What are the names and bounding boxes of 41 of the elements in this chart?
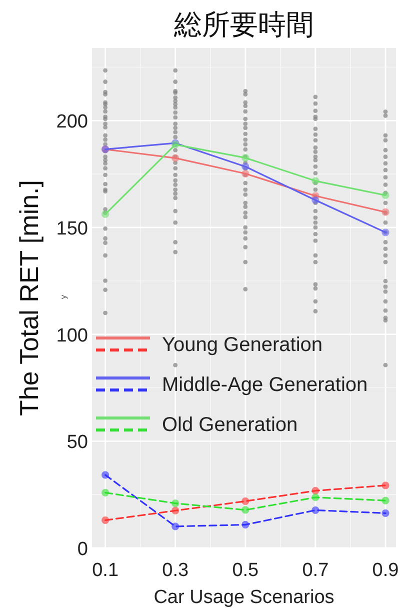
point xyxy=(242,520,250,529)
x-tick-label: 0.5 xyxy=(232,560,259,581)
point xyxy=(382,482,390,490)
point xyxy=(102,516,110,524)
point xyxy=(242,154,250,162)
point xyxy=(242,506,250,514)
x-tick-label: 0.7 xyxy=(302,560,329,581)
point xyxy=(312,196,320,204)
point xyxy=(172,154,180,162)
x-axis-title: Car Usage Scenarios xyxy=(154,587,334,608)
y-tick-label: 0 xyxy=(77,539,88,560)
point xyxy=(242,162,250,170)
point xyxy=(242,497,250,506)
point xyxy=(382,496,390,504)
y-tick-label: 200 xyxy=(56,112,88,133)
x-tick-label: 0.3 xyxy=(162,560,189,581)
point xyxy=(102,488,110,496)
point xyxy=(102,210,110,218)
y-tick-label: 50 xyxy=(66,432,88,454)
point xyxy=(382,191,390,200)
point xyxy=(312,494,320,502)
point xyxy=(172,506,180,514)
point xyxy=(312,486,320,495)
y-axis-title: The Total RET [min.] xyxy=(14,180,44,416)
y-tick-label: 100 xyxy=(56,325,88,346)
point xyxy=(242,170,250,178)
point xyxy=(172,500,180,508)
point xyxy=(382,509,390,517)
y-tick-label: 150 xyxy=(56,218,88,240)
point xyxy=(312,177,320,185)
legend-label: Old Generation xyxy=(162,414,298,436)
legend-label: Young Generation xyxy=(162,334,323,356)
chart-title: 総所要時間 xyxy=(173,9,314,40)
text: y xyxy=(59,295,68,299)
legend-label: Middle-Age Generation xyxy=(162,374,368,396)
point xyxy=(312,506,320,514)
point xyxy=(382,208,390,216)
x-tick-label: 0.9 xyxy=(372,560,399,581)
point xyxy=(102,471,110,479)
x-tick-label: 0.1 xyxy=(92,560,119,581)
point xyxy=(172,522,180,530)
